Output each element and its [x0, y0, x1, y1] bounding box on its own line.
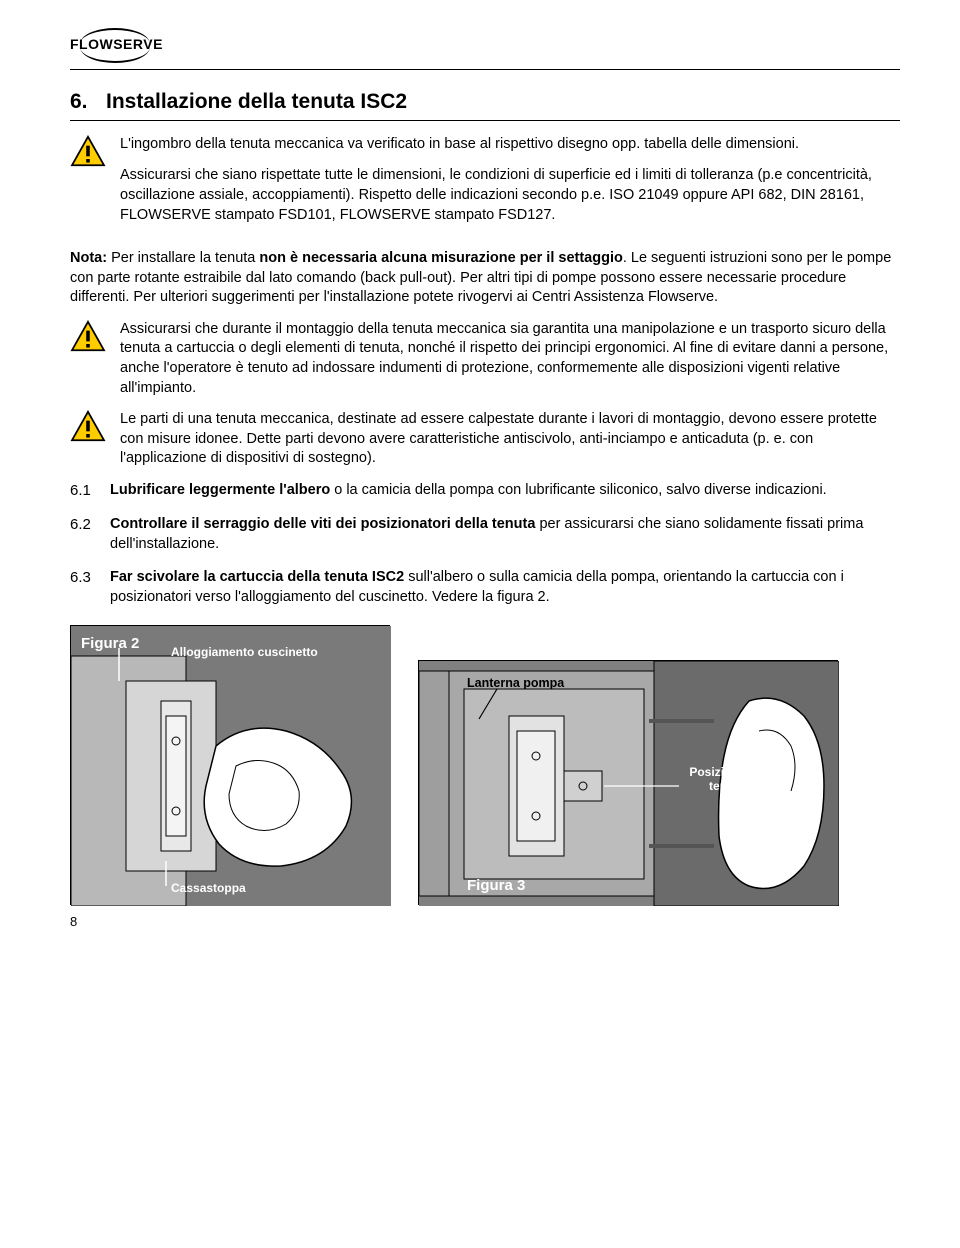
- figure-2-title: Figura 2: [81, 634, 139, 654]
- section-title: Installazione della tenuta ISC2: [106, 88, 407, 116]
- figure-3-label-positioners: Posizionatori tenuta: [677, 766, 777, 794]
- figure-3-label-lantern: Lanterna pompa: [467, 675, 564, 692]
- section-heading: 6. Installazione della tenuta ISC2: [70, 88, 900, 116]
- logo-arc-top: [70, 28, 166, 35]
- figure-3-title: Figura 3: [467, 876, 525, 896]
- figure-2-svg: [71, 626, 391, 906]
- nota-bold: non è necessaria alcuna misurazione per …: [259, 250, 622, 266]
- logo-arc-bot: [70, 56, 166, 63]
- warning-3-text: Le parti di una tenuta meccanica, destin…: [120, 410, 900, 469]
- step-6-1-bold: Lubrificare leggermente l'albero: [110, 482, 330, 498]
- step-6-1: 6.1 Lubrificare leggermente l'albero o l…: [70, 481, 900, 501]
- figure-2: Figura 2 Alloggiamento cuscinetto Cassas…: [70, 625, 390, 905]
- nota-t1: Per installare la tenuta: [107, 250, 259, 266]
- step-6-1-body: Lubrificare leggermente l'albero o la ca…: [110, 481, 900, 501]
- step-6-3-body: Far scivolare la cartuccia della tenuta …: [110, 568, 900, 607]
- step-6-2: 6.2 Controllare il serraggio delle viti …: [70, 515, 900, 554]
- warning-1-p2: Assicurarsi che siano rispettate tutte l…: [120, 166, 900, 225]
- warning-2-text: Assicurarsi che durante il montaggio del…: [120, 320, 900, 398]
- step-6-2-body: Controllare il serraggio delle viti dei …: [110, 515, 900, 554]
- warning-block-1: L'ingombro della tenuta meccanica va ver…: [70, 135, 900, 237]
- warning-block-3: Le parti di una tenuta meccanica, destin…: [70, 410, 900, 469]
- warning-icon: [70, 410, 106, 442]
- nota-label: Nota:: [70, 250, 107, 266]
- figure-2-label-stuffing: Cassastoppa: [171, 880, 246, 896]
- logo-block: FLOWSERVE: [70, 28, 900, 63]
- warning-icon: [70, 135, 106, 167]
- figures-row: Figura 2 Alloggiamento cuscinetto Cassas…: [70, 625, 900, 905]
- warning-icon: [70, 320, 106, 352]
- step-6-3: 6.3 Far scivolare la cartuccia della ten…: [70, 568, 900, 607]
- step-6-2-bold: Controllare il serraggio delle viti dei …: [110, 516, 535, 532]
- section-number: 6.: [70, 88, 94, 116]
- warning-1-p1: L'ingombro della tenuta meccanica va ver…: [120, 135, 900, 155]
- warning-block-2: Assicurarsi che durante il montaggio del…: [70, 320, 900, 398]
- figure-2-label-housing: Alloggiamento cuscinetto: [171, 646, 318, 660]
- header-rule: [70, 69, 900, 70]
- step-6-3-num: 6.3: [70, 568, 100, 607]
- warning-1-text: L'ingombro della tenuta meccanica va ver…: [120, 135, 900, 237]
- step-6-1-num: 6.1: [70, 481, 100, 501]
- step-6-3-bold: Far scivolare la cartuccia della tenuta …: [110, 569, 404, 585]
- nota-paragraph: Nota: Per installare la tenuta non è nec…: [70, 249, 900, 308]
- step-6-2-num: 6.2: [70, 515, 100, 554]
- heading-underline: [70, 120, 900, 121]
- figure-3: Lanterna pompa Posizionatori tenuta Figu…: [418, 660, 838, 905]
- page-number: 8: [70, 913, 900, 931]
- step-6-1-rest: o la camicia della pompa con lubrificant…: [330, 482, 826, 498]
